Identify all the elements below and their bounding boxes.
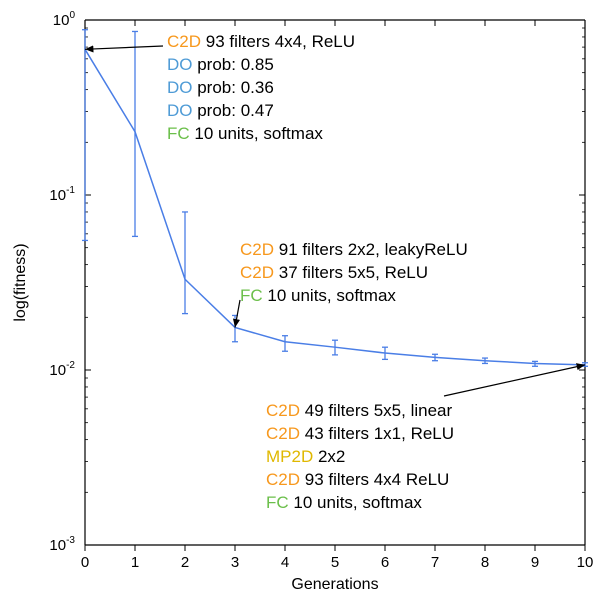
x-tick-label: 4 bbox=[281, 554, 289, 571]
layer-params: 37 filters 5x5, ReLU bbox=[274, 263, 428, 282]
x-tick-label: 1 bbox=[131, 554, 139, 571]
y-tick-label: 10-3 bbox=[49, 535, 75, 554]
annotation-arrow bbox=[444, 365, 585, 396]
layer-params: 91 filters 2x2, leakyReLU bbox=[274, 240, 468, 259]
x-tick-label: 9 bbox=[531, 554, 539, 571]
layer-params: 93 filters 4x4 ReLU bbox=[300, 470, 449, 489]
layer-tag: DO bbox=[167, 78, 193, 97]
y-tick-label: 10-1 bbox=[49, 185, 75, 204]
annotation-block: C2D 91 filters 2x2, leakyReLUC2D 37 filt… bbox=[240, 239, 468, 308]
layer-tag: C2D bbox=[266, 401, 300, 420]
annotation-line: FC 10 units, softmax bbox=[266, 492, 454, 515]
annotation-line: C2D 93 filters 4x4 ReLU bbox=[266, 469, 454, 492]
annotation-line: DO prob: 0.85 bbox=[167, 54, 355, 77]
layer-params: 10 units, softmax bbox=[263, 286, 396, 305]
layer-params: 2x2 bbox=[313, 447, 345, 466]
annotation-block: C2D 93 filters 4x4, ReLUDO prob: 0.85DO … bbox=[167, 31, 355, 146]
x-axis-label: Generations bbox=[291, 576, 378, 592]
annotation-line: MP2D 2x2 bbox=[266, 446, 454, 469]
layer-tag: FC bbox=[167, 124, 190, 143]
layer-params: 49 filters 5x5, linear bbox=[300, 401, 452, 420]
layer-params: prob: 0.85 bbox=[193, 55, 274, 74]
x-tick-label: 0 bbox=[81, 554, 89, 571]
annotation-line: DO prob: 0.47 bbox=[167, 100, 355, 123]
annotation-line: C2D 91 filters 2x2, leakyReLU bbox=[240, 239, 468, 262]
x-tick-label: 7 bbox=[431, 554, 439, 571]
annotation-line: C2D 93 filters 4x4, ReLU bbox=[167, 31, 355, 54]
annotation-line: FC 10 units, softmax bbox=[167, 123, 355, 146]
x-tick-label: 6 bbox=[381, 554, 389, 571]
layer-tag: DO bbox=[167, 55, 193, 74]
y-tick-label: 100 bbox=[53, 10, 76, 29]
layer-params: 10 units, softmax bbox=[289, 493, 422, 512]
layer-params: 93 filters 4x4, ReLU bbox=[201, 32, 355, 51]
layer-tag: C2D bbox=[240, 240, 274, 259]
annotation-line: DO prob: 0.36 bbox=[167, 77, 355, 100]
x-tick-label: 2 bbox=[181, 554, 189, 571]
layer-tag: C2D bbox=[266, 424, 300, 443]
x-tick-label: 5 bbox=[331, 554, 339, 571]
x-tick-label: 10 bbox=[577, 554, 594, 571]
layer-params: prob: 0.47 bbox=[193, 101, 274, 120]
layer-tag: FC bbox=[240, 286, 263, 305]
layer-tag: C2D bbox=[240, 263, 274, 282]
annotation-line: FC 10 units, softmax bbox=[240, 285, 468, 308]
layer-tag: MP2D bbox=[266, 447, 313, 466]
y-axis-label: log(fitness) bbox=[12, 243, 29, 321]
layer-tag: FC bbox=[266, 493, 289, 512]
chart-container: 0 1 2 3 4 5 6 7 8 9 10 10-3 10-2 10-1 100 Generations lo… bbox=[0, 0, 605, 592]
annotation-block: C2D 49 filters 5x5, linearC2D 43 filters… bbox=[266, 400, 454, 515]
x-tick-label: 8 bbox=[481, 554, 489, 571]
annotation-arrow bbox=[85, 46, 163, 49]
layer-params: prob: 0.36 bbox=[193, 78, 274, 97]
annotation-line: C2D 43 filters 1x1, ReLU bbox=[266, 423, 454, 446]
layer-tag: C2D bbox=[266, 470, 300, 489]
layer-tag: DO bbox=[167, 101, 193, 120]
annotation-line: C2D 49 filters 5x5, linear bbox=[266, 400, 454, 423]
y-tick-label: 10-2 bbox=[49, 360, 75, 379]
x-tick-label: 3 bbox=[231, 554, 239, 571]
annotation-line: C2D 37 filters 5x5, ReLU bbox=[240, 262, 468, 285]
layer-tag: C2D bbox=[167, 32, 201, 51]
layer-params: 10 units, softmax bbox=[190, 124, 323, 143]
layer-params: 43 filters 1x1, ReLU bbox=[300, 424, 454, 443]
